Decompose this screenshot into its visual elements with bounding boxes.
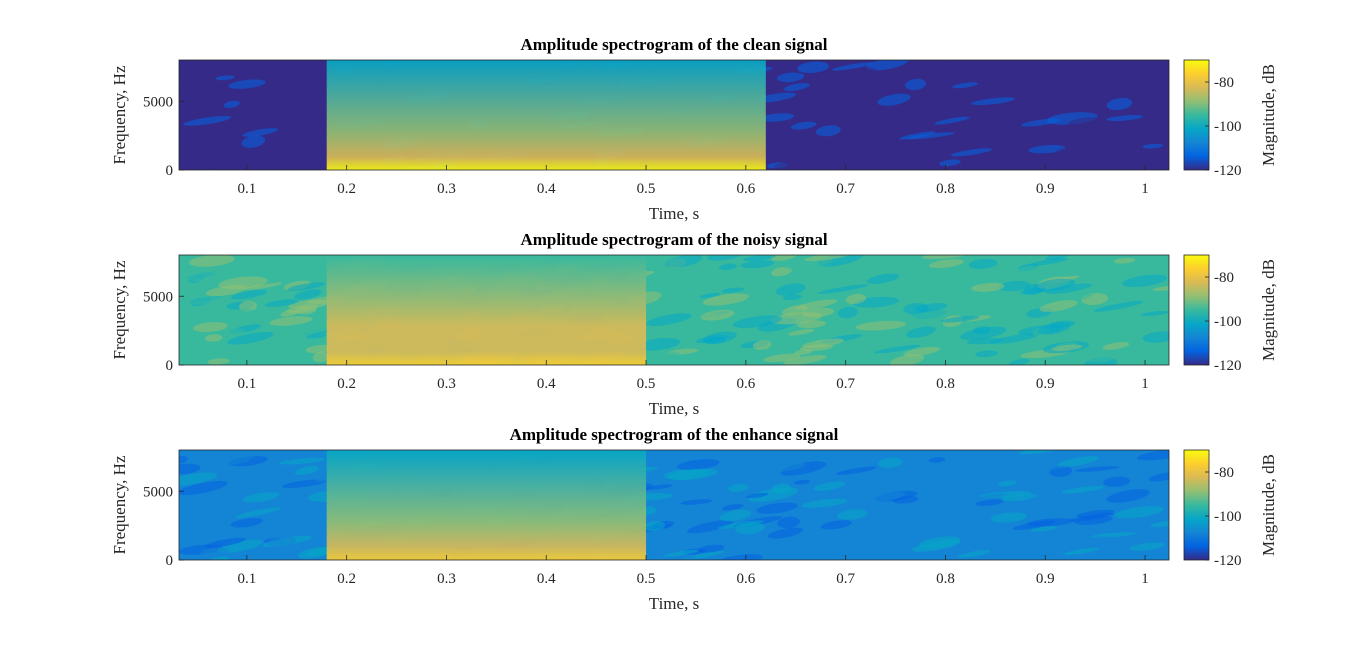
x-tick-label: 0.9: [1036, 181, 1055, 197]
y-tick-label: 5000: [143, 484, 173, 500]
spectrogram-panel-2: 0.1 0.2 0.3 0.4 0.5 0.6 0.7 0.8 0.9 1 0 5000 Amplitu…: [110, 230, 1278, 418]
x-tick-label: 0.3: [437, 376, 456, 392]
colorbar-tick-label: -120: [1214, 163, 1242, 179]
colorbar-tick-label: -80: [1214, 75, 1234, 91]
spectrogram-panel-3: 0.1 0.2 0.3 0.4 0.5 0.6 0.7 0.8 0.9 1 0 5000 Amplitu…: [110, 425, 1278, 613]
x-tick-label: 0.8: [936, 571, 955, 587]
x-tick-label: 0.9: [1036, 571, 1055, 587]
x-tick-label: 0.2: [337, 571, 356, 587]
x-tick-label: 1: [1141, 181, 1149, 197]
x-tick-label: 0.8: [936, 181, 955, 197]
x-tick-label: 0.6: [736, 571, 755, 587]
x-tick-label: 0.2: [337, 181, 356, 197]
x-tick-label: 0.1: [237, 571, 256, 587]
x-tick-label: 0.4: [537, 181, 556, 197]
x-tick-label: 0.7: [836, 571, 855, 587]
panel-title: Amplitude spectrogram of the clean signa…: [520, 35, 827, 54]
speech-segment: [327, 450, 646, 560]
speech-segment: [327, 60, 766, 170]
x-axis-label: Time, s: [649, 594, 699, 613]
x-axis-label: Time, s: [649, 204, 699, 223]
colorbar: [1184, 60, 1209, 170]
colorbar-tick-label: -80: [1214, 465, 1234, 481]
colorbar-label: Magnitude, dB: [1259, 454, 1278, 556]
x-tick-label: 0.2: [337, 376, 356, 392]
colorbar: [1184, 450, 1209, 560]
spectrogram-panel-1: 0.1 0.2 0.3 0.4 0.5 0.6 0.7 0.8 0.9 1 0 5000 Amplitu…: [110, 35, 1278, 223]
colorbar-label: Magnitude, dB: [1259, 64, 1278, 166]
x-tick-label: 0.3: [437, 571, 456, 587]
panel-title: Amplitude spectrogram of the noisy signa…: [520, 230, 827, 249]
x-tick-label: 0.4: [537, 376, 556, 392]
y-tick-label: 5000: [143, 289, 173, 305]
x-tick-label: 0.6: [736, 376, 755, 392]
x-tick-label: 0.4: [537, 571, 556, 587]
colorbar-label: Magnitude, dB: [1259, 259, 1278, 361]
x-tick-label: 1: [1141, 571, 1149, 587]
x-tick-label: 0.1: [237, 181, 256, 197]
panel-title: Amplitude spectrogram of the enhance sig…: [510, 425, 839, 444]
y-axis-label: Frequency, Hz: [110, 260, 129, 359]
x-tick-label: 0.3: [437, 181, 456, 197]
x-axis-label: Time, s: [649, 399, 699, 418]
colorbar-tick-label: -80: [1214, 270, 1234, 286]
y-axis-label: Frequency, Hz: [110, 455, 129, 554]
y-axis-label: Frequency, Hz: [110, 65, 129, 164]
x-tick-label: 0.7: [836, 181, 855, 197]
x-tick-label: 0.5: [637, 571, 656, 587]
y-tick-label: 0: [166, 553, 174, 569]
x-tick-label: 1: [1141, 376, 1149, 392]
x-tick-label: 0.1: [237, 376, 256, 392]
y-tick-label: 0: [166, 163, 174, 179]
x-tick-label: 0.7: [836, 376, 855, 392]
x-tick-label: 0.5: [637, 181, 656, 197]
y-tick-label: 5000: [143, 94, 173, 110]
x-tick-label: 0.8: [936, 376, 955, 392]
colorbar: [1184, 255, 1209, 365]
colorbar-tick-label: -100: [1214, 314, 1242, 330]
x-tick-label: 0.9: [1036, 376, 1055, 392]
speech-segment: [327, 255, 646, 365]
colorbar-tick-label: -120: [1214, 358, 1242, 374]
y-tick-label: 0: [166, 358, 174, 374]
colorbar-tick-label: -100: [1214, 119, 1242, 135]
colorbar-tick-label: -120: [1214, 553, 1242, 569]
colorbar-tick-label: -100: [1214, 509, 1242, 525]
x-tick-label: 0.5: [637, 376, 656, 392]
x-tick-label: 0.6: [736, 181, 755, 197]
